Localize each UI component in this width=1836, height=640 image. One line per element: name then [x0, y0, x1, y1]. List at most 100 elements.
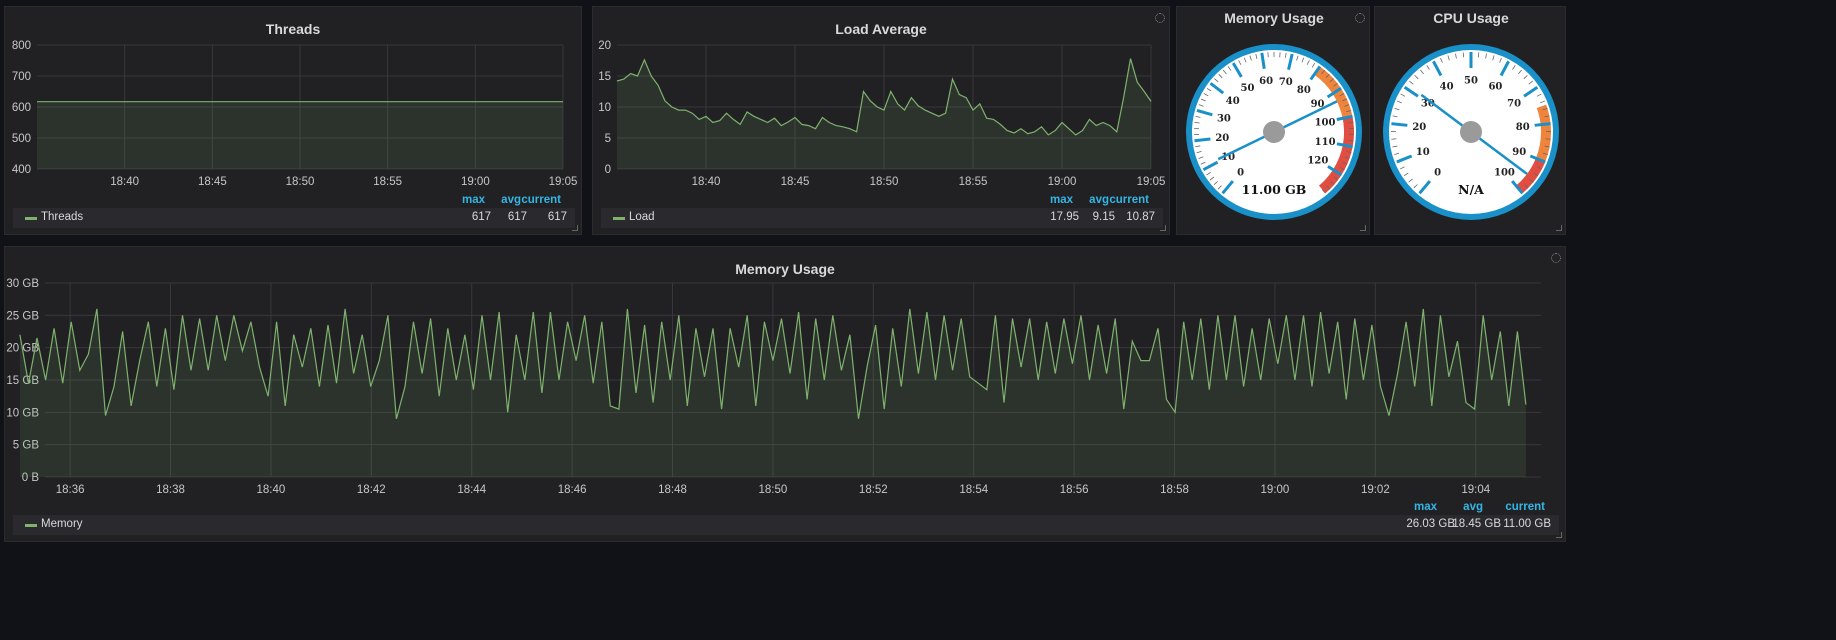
threads-series-area: [37, 101, 563, 169]
memory-gauge-tick-label: 30: [1217, 113, 1231, 124]
memory-legend-current-header[interactable]: current: [1505, 501, 1545, 513]
loading-spinner-icon: [1551, 253, 1561, 263]
memory-x-tick-label: 18:46: [558, 484, 587, 496]
memory-gauge-minor-tick: [1195, 145, 1201, 148]
cpu-gauge-tick-label: 40: [1440, 82, 1454, 93]
memory-gauge-minor-tick: [1194, 122, 1200, 124]
loading-spinner-icon: [1355, 13, 1365, 23]
memory-gauge-minor-tick: [1198, 104, 1204, 107]
memory-panel-title[interactable]: Memory Usage: [735, 261, 835, 277]
memory-gauge-minor-tick: [1325, 73, 1330, 79]
memory-y-tick-label: 10 GB: [6, 407, 39, 419]
cpu-gauge-major-tick: [1432, 60, 1443, 77]
memory-series-line: [19, 308, 1527, 419]
memory-gauge-resize-handle[interactable]: [1360, 225, 1366, 231]
memory-gauge-minor-tick: [1296, 55, 1299, 61]
cpu-gauge-minor-tick: [1544, 115, 1550, 118]
load-y-tick-label: 15: [598, 71, 611, 83]
threads-panel: Threads 400 500 600 700 800 18:40 18:45 18:50 18…: [4, 6, 582, 235]
memory-gauge-minor-tick: [1346, 110, 1352, 113]
memory-x-tick-label: 18:52: [859, 484, 888, 496]
threads-legend-avg-header[interactable]: avg: [501, 194, 521, 206]
memory-gauge-tick-label: 60: [1259, 76, 1273, 87]
memory-gauge-minor-tick: [1200, 98, 1206, 102]
memory-x-tick-label: 19:02: [1361, 484, 1390, 496]
load-y-tick-label: 0: [605, 164, 611, 176]
memory-series-area: [19, 308, 1526, 477]
memory-y-tick-label: 30 GB: [6, 278, 39, 290]
threads-resize-handle[interactable]: [572, 225, 578, 231]
memory-gauge-minor-tick: [1214, 78, 1219, 83]
memory-legend-max: 26.03 GB: [1406, 518, 1455, 530]
load-legend-avg-header[interactable]: avg: [1089, 194, 1109, 206]
memory-gauge-tick-label: 110: [1315, 137, 1336, 148]
memory-gauge-minor-tick: [1326, 185, 1331, 190]
memory-gauge-minor-tick: [1255, 53, 1258, 60]
load-legend-name[interactable]: Load: [629, 211, 655, 223]
memory-gauge-minor-tick: [1198, 156, 1204, 159]
memory-x-tick-label: 18:48: [658, 484, 687, 496]
load-legend-max-header[interactable]: max: [1049, 194, 1073, 206]
threads-panel-title[interactable]: Threads: [265, 21, 321, 37]
memory-legend-avg-header[interactable]: avg: [1463, 501, 1483, 513]
cpu-gauge-major-tick: [1534, 122, 1551, 127]
memory-gauge-minor-tick: [1330, 181, 1335, 186]
threads-legend-current: 617: [547, 211, 567, 223]
memory-legend-swatch: [25, 524, 37, 527]
memory-legend-name[interactable]: Memory: [41, 518, 83, 530]
cpu-gauge-minor-tick: [1544, 145, 1550, 148]
cpu-gauge-major-tick: [1391, 122, 1408, 127]
memory-gauge-tick-label: 10: [1221, 152, 1235, 163]
threads-legend-max-header[interactable]: max: [461, 194, 485, 206]
memory-gauge-minor-tick: [1311, 62, 1316, 68]
threads-chart: 400 500 600 700 800 18:40 18:45 18:50 18:55 19:00…: [12, 40, 578, 188]
memory-resize-handle[interactable]: [1556, 532, 1562, 538]
threads-y-tick-label: 700: [12, 71, 31, 83]
memory-gauge-minor-tick: [1196, 151, 1202, 154]
cpu-gauge-minor-tick: [1455, 53, 1457, 59]
memory-gauge-minor-tick: [1209, 176, 1215, 181]
threads-legend-swatch: [25, 217, 37, 220]
memory-gauge-minor-tick: [1321, 189, 1326, 194]
load-x-tick-label: 18:40: [692, 176, 721, 188]
cpu-gauge-minor-tick: [1537, 166, 1543, 170]
memory-gauge-minor-tick: [1218, 73, 1223, 79]
cpu-gauge-minor-tick: [1413, 184, 1418, 189]
memory-gauge-minor-tick: [1342, 98, 1348, 102]
cpu-gauge-minor-tick: [1394, 152, 1400, 155]
cpu-gauge-tick-label: 20: [1412, 122, 1426, 133]
memory-gauge-tick-label: 90: [1311, 99, 1325, 110]
cpu-gauge-minor-tick: [1499, 57, 1502, 63]
cpu-gauge-minor-tick: [1485, 53, 1487, 59]
load-y-tick-label: 5: [605, 133, 611, 145]
memory-x-tick-label: 18:56: [1060, 484, 1089, 496]
cpu-gauge-resize-handle[interactable]: [1556, 225, 1562, 231]
memory-gauge-minor-tick: [1249, 55, 1252, 61]
cpu-gauge-tick-label: 90: [1512, 147, 1526, 158]
load-legend: Load 17.95 9.15 10.87: [601, 208, 1163, 228]
memory-gauge-minor-tick: [1344, 156, 1350, 159]
memory-gauge-tick-label: 70: [1279, 77, 1293, 88]
threads-legend-name[interactable]: Threads: [41, 211, 84, 223]
load-legend-swatch: [613, 217, 625, 220]
memory-gauge-minor-tick: [1333, 176, 1339, 181]
memory-gauge-minor-tick: [1206, 87, 1212, 92]
memory-legend-max-header[interactable]: max: [1413, 501, 1437, 513]
load-resize-handle[interactable]: [1160, 225, 1166, 231]
memory-gauge-major-tick: [1194, 137, 1211, 143]
memory-gauge-minor-tick: [1301, 57, 1305, 63]
cpu-gauge-major-tick: [1396, 154, 1413, 164]
threads-x-tick-label: 19:00: [461, 176, 490, 188]
cpu-gauge-tick-label: 70: [1507, 98, 1521, 109]
cpu-gauge-minor-tick: [1399, 166, 1405, 170]
memory-gauge-readout: 11.00 GB: [1242, 182, 1307, 197]
load-panel-title[interactable]: Load Average: [835, 21, 927, 37]
load-legend-current-header[interactable]: current: [1109, 194, 1149, 206]
threads-legend-current-header[interactable]: current: [521, 194, 561, 206]
cpu-gauge-major-tick: [1529, 154, 1546, 164]
memory-gauge-major-tick: [1260, 52, 1266, 69]
cpu-gauge-minor-tick: [1447, 55, 1450, 61]
memory-gauge-tick-label: 50: [1241, 83, 1255, 94]
